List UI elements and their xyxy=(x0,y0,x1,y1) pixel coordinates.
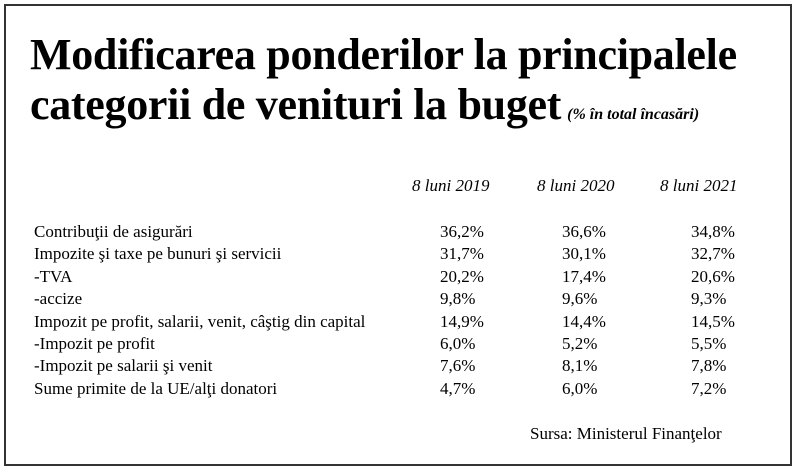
cell-2021: 5,5% xyxy=(691,333,727,353)
row-label: Impozite şi taxe pe bunuri şi servicii xyxy=(34,244,282,264)
row-label: -Impozit pe salarii şi venit xyxy=(34,356,213,376)
cell-2019: 7,6% xyxy=(440,356,476,376)
column-headers: 8 luni 2019 8 luni 2020 8 luni 2021 xyxy=(0,176,796,200)
cell-2019: 14,9% xyxy=(440,311,484,331)
cell-2021: 32,7% xyxy=(691,244,735,264)
document-frame xyxy=(4,4,792,466)
row-label: Contribuţii de asigurări xyxy=(34,222,193,241)
cell-2021: 7,2% xyxy=(691,378,727,398)
row-label: Sume primite de la UE/alţi donatori xyxy=(34,378,278,398)
cell-2019: 31,7% xyxy=(440,244,484,264)
cell-2021: 14,5% xyxy=(691,311,735,331)
title-line-1: Modificarea ponderilor la principalele xyxy=(30,30,737,79)
cell-2019: 4,7% xyxy=(440,378,476,398)
column-header-2019: 8 luni 2019 xyxy=(412,176,490,195)
cell-2019: 36,2% xyxy=(440,222,484,241)
cell-2019: 20,2% xyxy=(440,266,484,286)
table-row: -Impozit pe salarii şi venit 7,6% 8,1% 7… xyxy=(0,356,796,378)
row-label: -accize xyxy=(34,289,83,309)
cell-2019: 6,0% xyxy=(440,333,476,353)
cell-2020: 30,1% xyxy=(562,244,606,264)
cell-2020: 17,4% xyxy=(562,266,606,286)
cell-2021: 34,8% xyxy=(691,222,735,241)
cell-2020: 6,0% xyxy=(562,378,598,398)
cell-2021: 9,3% xyxy=(691,289,727,309)
row-label: -TVA xyxy=(34,266,73,286)
cell-2020: 5,2% xyxy=(562,333,598,353)
data-table: Contribuţii de asigurări 36,2% 36,6% 34,… xyxy=(0,222,796,401)
cell-2020: 8,1% xyxy=(562,356,598,376)
cell-2020: 36,6% xyxy=(562,222,606,241)
table-row: Impozite şi taxe pe bunuri şi servicii 3… xyxy=(0,244,796,266)
table-row: -TVA 20,2% 17,4% 20,6% xyxy=(0,267,796,289)
cell-2020: 14,4% xyxy=(562,311,606,331)
page-title: Modificarea ponderilor la principalele c… xyxy=(30,30,770,140)
title-note: (% în total încasări) xyxy=(567,106,700,123)
title-line-2-text: categorii de venituri la buget xyxy=(30,80,562,129)
row-label: -Impozit pe profit xyxy=(34,333,155,353)
column-header-2021: 8 luni 2021 xyxy=(660,176,738,195)
column-header-2020: 8 luni 2020 xyxy=(537,176,615,195)
table-row: Impozit pe profit, salarii, venit, câşti… xyxy=(0,312,796,334)
table-row: -Impozit pe profit 6,0% 5,2% 5,5% xyxy=(0,334,796,356)
table-row: Contribuţii de asigurări 36,2% 36,6% 34,… xyxy=(0,222,796,244)
cell-2020: 9,6% xyxy=(562,289,598,309)
source-note: Sursa: Ministerul Finanţelor xyxy=(530,424,722,443)
cell-2019: 9,8% xyxy=(440,289,476,309)
cell-2021: 20,6% xyxy=(691,266,735,286)
row-label: Impozit pe profit, salarii, venit, câşti… xyxy=(34,311,366,331)
title-line-2: categorii de venituri la buget (% în tota… xyxy=(30,80,770,140)
table-row: Sume primite de la UE/alţi donatori 4,7%… xyxy=(0,379,796,401)
cell-2021: 7,8% xyxy=(691,356,727,376)
table-row: -accize 9,8% 9,6% 9,3% xyxy=(0,289,796,311)
